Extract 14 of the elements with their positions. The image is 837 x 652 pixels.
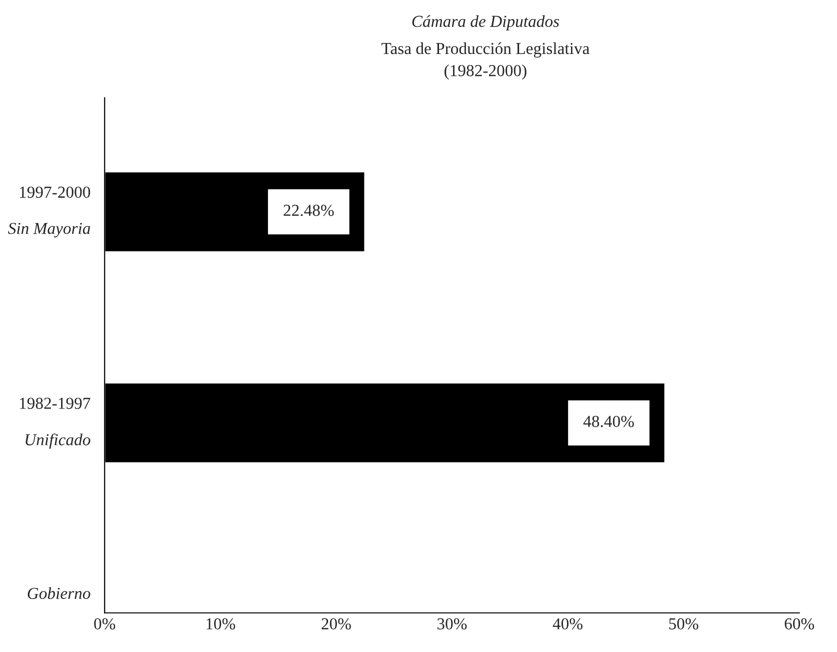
data-label: 48.40%: [583, 416, 634, 428]
x-tick-label: 50%: [669, 618, 698, 630]
chart-subtitle: Tasa de Producción Legislativa (1982-2000): [382, 42, 590, 80]
category-label: 1982-1997 Unificado: [20, 398, 90, 449]
data-label: 22.48%: [284, 204, 334, 216]
x-tick-label: 0%: [94, 618, 116, 630]
y-axis-title: Gobierno: [28, 587, 90, 600]
category-label: 1997-2000 Sin Mayoria: [8, 186, 90, 238]
x-tick-label: 10%: [206, 618, 236, 630]
x-tick-label: 40%: [552, 618, 582, 630]
x-tick-label: 20%: [322, 618, 351, 630]
x-tick-label: 30%: [438, 618, 467, 630]
chart-title: Cámara de Diputados: [412, 15, 560, 30]
x-tick-label: 60%: [784, 618, 814, 630]
